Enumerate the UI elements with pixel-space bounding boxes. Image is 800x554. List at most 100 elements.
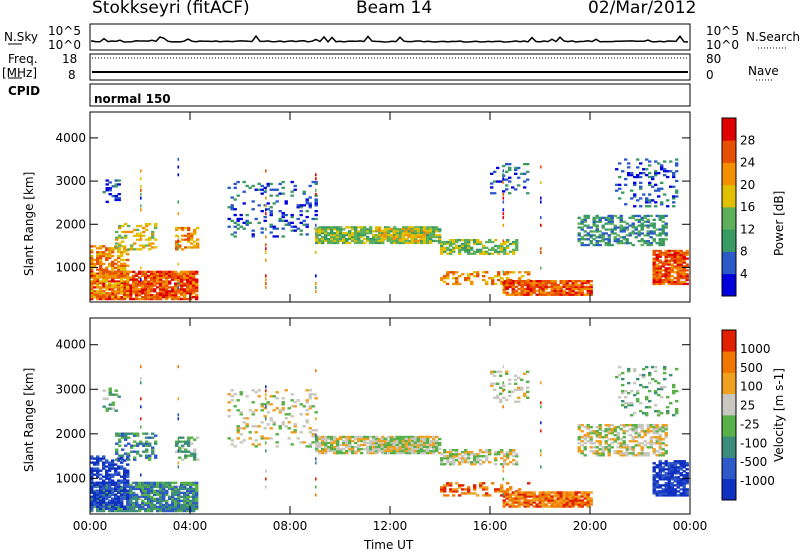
heatmap-cell: [607, 448, 611, 451]
heatmap-cell: [105, 249, 109, 252]
heatmap-cell: [604, 242, 608, 245]
heatmap-cell: [550, 495, 554, 498]
heatmap-cell: [503, 271, 507, 274]
heatmap-cell: [162, 280, 166, 283]
heatmap-cell: [330, 230, 334, 233]
heatmap-cell: [577, 505, 581, 508]
heatmap-cell: [193, 230, 197, 234]
heatmap-cell: [93, 483, 97, 486]
heatmap-cell: [404, 231, 408, 235]
heatmap-cell: [449, 451, 453, 454]
heatmap-cell: [99, 289, 103, 293]
heatmap-cell: [583, 285, 587, 289]
heatmap-cell: [90, 495, 94, 498]
heatmap-cell: [429, 226, 433, 229]
heatmap-cell: [389, 237, 393, 240]
heatmap-cell: [230, 439, 234, 442]
heatmap-cell: [601, 436, 605, 439]
heatmap-cell: [102, 463, 106, 466]
heatmap-cell: [660, 168, 664, 171]
heatmap-cell: [458, 463, 462, 466]
heatmap-cell: [426, 437, 430, 441]
heatmap-cell: [180, 499, 184, 503]
heatmap-cell: [105, 274, 109, 277]
heatmap-cell: [174, 286, 178, 289]
heatmap-cell: [111, 262, 115, 265]
heatmap-cell: [508, 180, 512, 183]
heatmap-cell: [523, 280, 527, 283]
heatmap-cell: [230, 389, 234, 392]
heatmap-cell: [562, 283, 566, 287]
heatmap-cell: [127, 442, 131, 445]
heatmap-cell: [233, 231, 237, 234]
heatmap-cell: [458, 248, 462, 251]
heatmap-cell: [189, 278, 193, 281]
heatmap-cell: [171, 499, 175, 503]
heatmap-cell: [192, 296, 196, 299]
heatmap-cell: [239, 413, 243, 416]
heatmap-cell: [672, 201, 676, 204]
heatmap-cell: [580, 289, 584, 292]
heatmap-cell: [102, 284, 106, 287]
heatmap-cell: [455, 453, 459, 456]
heatmap-cell: [508, 281, 512, 285]
heatmap-cell: [150, 501, 154, 505]
heatmap-cell: [177, 503, 181, 507]
heatmap-cell: [171, 270, 175, 273]
heatmap-cell: [171, 278, 175, 281]
heatmap-cell: [649, 243, 653, 247]
colorbar-tick-label: 500: [740, 361, 763, 375]
heatmap-cell: [508, 176, 512, 179]
heatmap-cell: [511, 285, 515, 289]
heatmap-cell: [526, 493, 530, 496]
heatmap-cell: [667, 476, 671, 479]
heatmap-cell: [523, 505, 527, 508]
heatmap-cell: [178, 246, 182, 249]
heatmap-cell: [360, 228, 364, 231]
heatmap-cell: [502, 469, 505, 473]
heatmap-cell: [147, 483, 151, 487]
heatmap-cell: [618, 396, 622, 399]
heatmap-cell: [511, 497, 515, 500]
heatmap-cell: [508, 503, 512, 506]
heatmap-cell: [646, 226, 650, 229]
heatmap-cell: [401, 231, 405, 235]
heatmap-cell: [321, 447, 325, 451]
heatmap-cell: [327, 239, 331, 243]
heatmap-cell: [114, 467, 118, 470]
heatmap-cell: [660, 203, 664, 206]
heatmap-cell: [135, 485, 139, 489]
heatmap-cell: [138, 481, 142, 485]
heatmap-cell: [366, 451, 370, 455]
heatmap-cell: [138, 282, 142, 285]
heatmap-cell: [117, 290, 121, 293]
heatmap-cell: [284, 202, 288, 205]
heatmap-cell: [464, 492, 468, 495]
heatmap-cell: [290, 443, 294, 446]
heatmap-cell: [105, 256, 109, 260]
heatmap-cell: [184, 226, 188, 230]
heatmap-cell: [553, 283, 557, 287]
heatmap-cell: [461, 457, 465, 460]
heatmap-cell: [99, 483, 103, 486]
heatmap-cell: [96, 278, 100, 281]
heatmap-cell: [315, 227, 317, 231]
heatmap-cell: [628, 448, 632, 451]
heatmap-cell: [177, 282, 180, 286]
heatmap-cell: [429, 234, 433, 237]
heatmap-cell: [195, 499, 199, 503]
heatmap-cell: [505, 163, 509, 166]
heatmap-cell: [663, 385, 667, 389]
heatmap-cell: [553, 293, 557, 296]
heatmap-cell: [502, 505, 506, 508]
heatmap-cell: [633, 205, 637, 208]
heatmap-cell: [661, 251, 665, 254]
heatmap-cell: [114, 293, 118, 297]
heatmap-cell: [550, 501, 554, 504]
heatmap-cell: [652, 484, 656, 487]
heatmap-cell: [586, 285, 590, 289]
heatmap-cell: [357, 230, 361, 233]
heatmap-cell: [586, 224, 590, 227]
heatmap-cell: [432, 239, 436, 243]
heatmap-cell: [658, 452, 662, 455]
